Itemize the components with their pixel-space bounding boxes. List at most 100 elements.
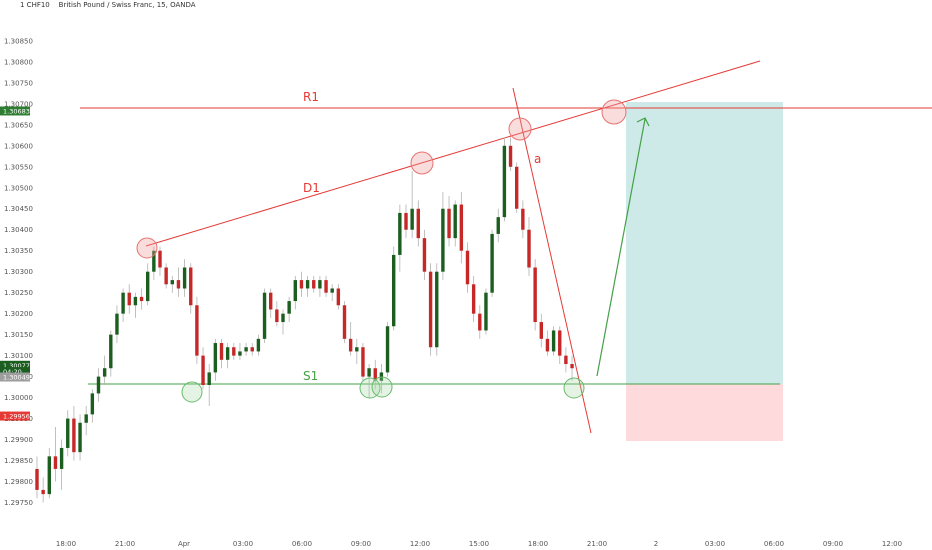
candle-body (225, 347, 230, 360)
candle-body (484, 292, 488, 331)
y-tick-label: 1.30100 (4, 352, 33, 360)
candle-body (453, 204, 457, 239)
candle-body (182, 267, 187, 289)
candle-body (465, 250, 470, 285)
s1-label: S1 (303, 369, 318, 383)
candle-body (324, 280, 328, 293)
candle-body (47, 456, 51, 495)
candle-body (262, 292, 267, 339)
a-label: a (534, 152, 541, 166)
candle-body (533, 267, 537, 323)
candle-body (232, 347, 236, 356)
candle-body (133, 296, 138, 306)
y-tick-label: 1.30650 (4, 121, 33, 129)
candle-body (53, 456, 58, 469)
candle-body (207, 372, 211, 386)
candle-body (152, 250, 156, 272)
candle-body (373, 368, 377, 381)
y-tick-label: 1.30700 (4, 100, 33, 108)
price-tag (0, 106, 30, 116)
candle-body (35, 468, 39, 490)
y-tick-label: 1.30550 (4, 163, 33, 171)
candle-body (127, 292, 131, 306)
candle-body (330, 288, 334, 293)
price-tag-label: 1.30683 (3, 107, 30, 115)
y-tick-label: 1.30450 (4, 205, 33, 213)
candle-body (219, 343, 224, 360)
x-tick-label: 09:00 (351, 540, 371, 548)
x-tick-label: 18:00 (528, 540, 548, 548)
candle-body (385, 326, 390, 373)
candle-body (558, 330, 562, 356)
candle-body (109, 334, 113, 369)
candle-body (478, 313, 482, 331)
r1-label: R1 (303, 90, 319, 104)
x-tick-label: 21:00 (115, 540, 135, 548)
candle-body (348, 338, 353, 352)
candle-body (287, 301, 291, 314)
candle-body (189, 267, 193, 306)
candle-body (515, 166, 519, 209)
candle-body (471, 284, 476, 314)
touch-circle-s1-3 (371, 376, 393, 398)
candle-body (416, 208, 420, 239)
candle-body (367, 368, 371, 377)
candle-body (496, 217, 500, 234)
candle-body (342, 305, 347, 339)
x-tick-label: 12:00 (882, 540, 902, 548)
candle-body (78, 422, 82, 453)
d1-label: D1 (303, 181, 320, 195)
candle-body (213, 343, 218, 373)
y-tick-label: 1.30150 (4, 331, 33, 339)
candle-body (490, 233, 494, 293)
candle-body (90, 393, 95, 415)
price-tag-label: 1.29956 (3, 413, 30, 421)
x-tick-label: 21:00 (587, 540, 607, 548)
price-tag (0, 372, 30, 382)
candle-body (250, 347, 254, 352)
candle-body (312, 280, 316, 289)
candle-body (164, 267, 168, 285)
price-tag-label: 1.30049 (3, 374, 30, 382)
stop-loss-zone (626, 384, 783, 441)
candle-body (459, 204, 464, 251)
candle-body (72, 418, 76, 453)
touch-circle-d1-left (136, 237, 158, 259)
candle-body (41, 489, 45, 495)
touch-circle-r1 (601, 99, 627, 125)
touch-circle-d1-right (508, 117, 532, 141)
candle-body (527, 229, 531, 268)
y-tick-label: 1.30000 (4, 394, 33, 402)
x-tick-label: 2 (654, 540, 658, 548)
candles (35, 137, 574, 503)
x-tick-label: 06:00 (764, 540, 784, 548)
price-tag (0, 367, 30, 377)
candle-body (305, 280, 310, 289)
candle-body (551, 330, 556, 352)
candle-body (201, 355, 205, 386)
descending-trendline[interactable] (512, 87, 592, 434)
x-tick-label: 12:00 (410, 540, 430, 548)
candle-body (195, 305, 199, 356)
y-tick-label: 1.30500 (4, 184, 33, 192)
candle-body (545, 338, 550, 352)
y-tick-label: 1.30300 (4, 268, 33, 276)
x-tick-label: 06:00 (292, 540, 312, 548)
candle-body (115, 313, 119, 335)
candle-body (96, 376, 101, 394)
y-tick-label: 1.30750 (4, 79, 33, 87)
candle-body (238, 351, 242, 356)
candle-body (508, 145, 513, 167)
candle-body (139, 296, 144, 302)
x-tick-label: 03:00 (233, 540, 253, 548)
touch-circle-s1-2 (359, 377, 381, 399)
x-axis: 18:00 21:00 Apr 03:00 06:00 09:00 12:00 15:00 18… (56, 540, 902, 548)
candle-body (355, 347, 359, 352)
candle-body (269, 292, 273, 310)
d1-trendline[interactable] (145, 60, 761, 247)
x-tick-label: 03:00 (705, 540, 725, 548)
candle-body (84, 414, 88, 423)
x-tick-label: Apr (178, 540, 190, 548)
